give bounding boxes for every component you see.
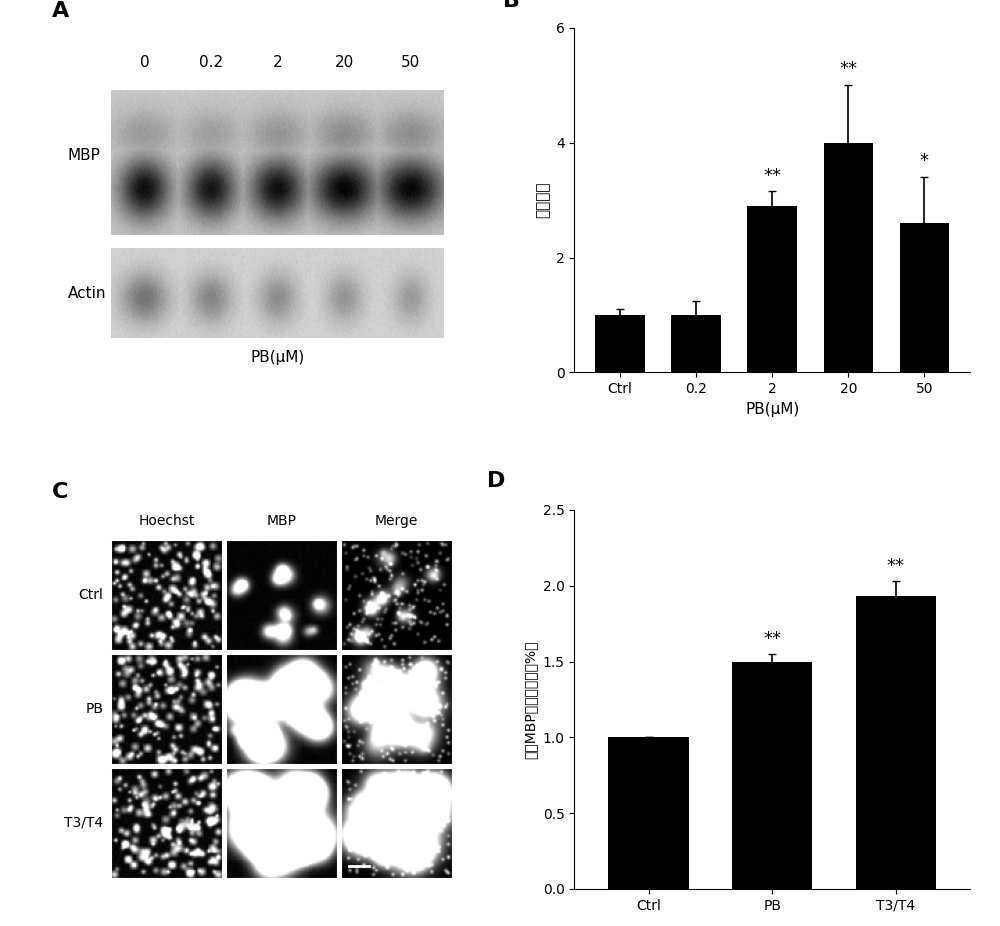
- Bar: [595, 315, 645, 372]
- Bar: [111, 768, 222, 878]
- Text: Ctrl: Ctrl: [79, 588, 104, 602]
- Bar: [226, 540, 337, 650]
- Text: C: C: [52, 482, 68, 502]
- Text: **: **: [839, 60, 857, 79]
- Bar: [900, 223, 949, 372]
- Text: 20: 20: [334, 55, 354, 69]
- Bar: [341, 654, 452, 764]
- Text: 50: 50: [401, 55, 420, 69]
- Bar: [671, 315, 721, 372]
- Text: 0.2: 0.2: [199, 55, 223, 69]
- Text: T3/T4: T3/T4: [64, 816, 104, 830]
- Bar: [747, 206, 797, 372]
- Bar: [824, 143, 873, 372]
- Text: 0: 0: [140, 55, 149, 69]
- Y-axis label: 相对密度: 相对密度: [535, 181, 550, 219]
- Bar: [111, 540, 222, 650]
- Text: PB(μM): PB(μM): [250, 351, 305, 366]
- Bar: [856, 596, 936, 889]
- Bar: [226, 654, 337, 764]
- Text: B: B: [503, 0, 520, 10]
- Text: 2: 2: [273, 55, 282, 69]
- Bar: [608, 737, 689, 889]
- Text: PB: PB: [86, 702, 104, 716]
- Bar: [111, 654, 222, 764]
- Y-axis label: 相对MBP阳性细胞数（%）: 相对MBP阳性细胞数（%）: [523, 640, 537, 758]
- Text: Hoechst: Hoechst: [139, 514, 195, 528]
- Text: **: **: [763, 167, 781, 184]
- Bar: [226, 768, 337, 878]
- Text: **: **: [763, 630, 781, 648]
- Text: MBP: MBP: [267, 514, 297, 528]
- Text: D: D: [487, 471, 506, 491]
- Text: Merge: Merge: [375, 514, 418, 528]
- Text: *: *: [920, 152, 929, 170]
- Bar: [341, 768, 452, 878]
- Text: **: **: [887, 557, 905, 575]
- Bar: [732, 661, 812, 889]
- Text: Actin: Actin: [68, 285, 106, 301]
- Bar: [341, 540, 452, 650]
- X-axis label: PB(μM): PB(μM): [745, 402, 799, 417]
- Text: A: A: [52, 1, 69, 21]
- Text: MBP: MBP: [68, 148, 101, 163]
